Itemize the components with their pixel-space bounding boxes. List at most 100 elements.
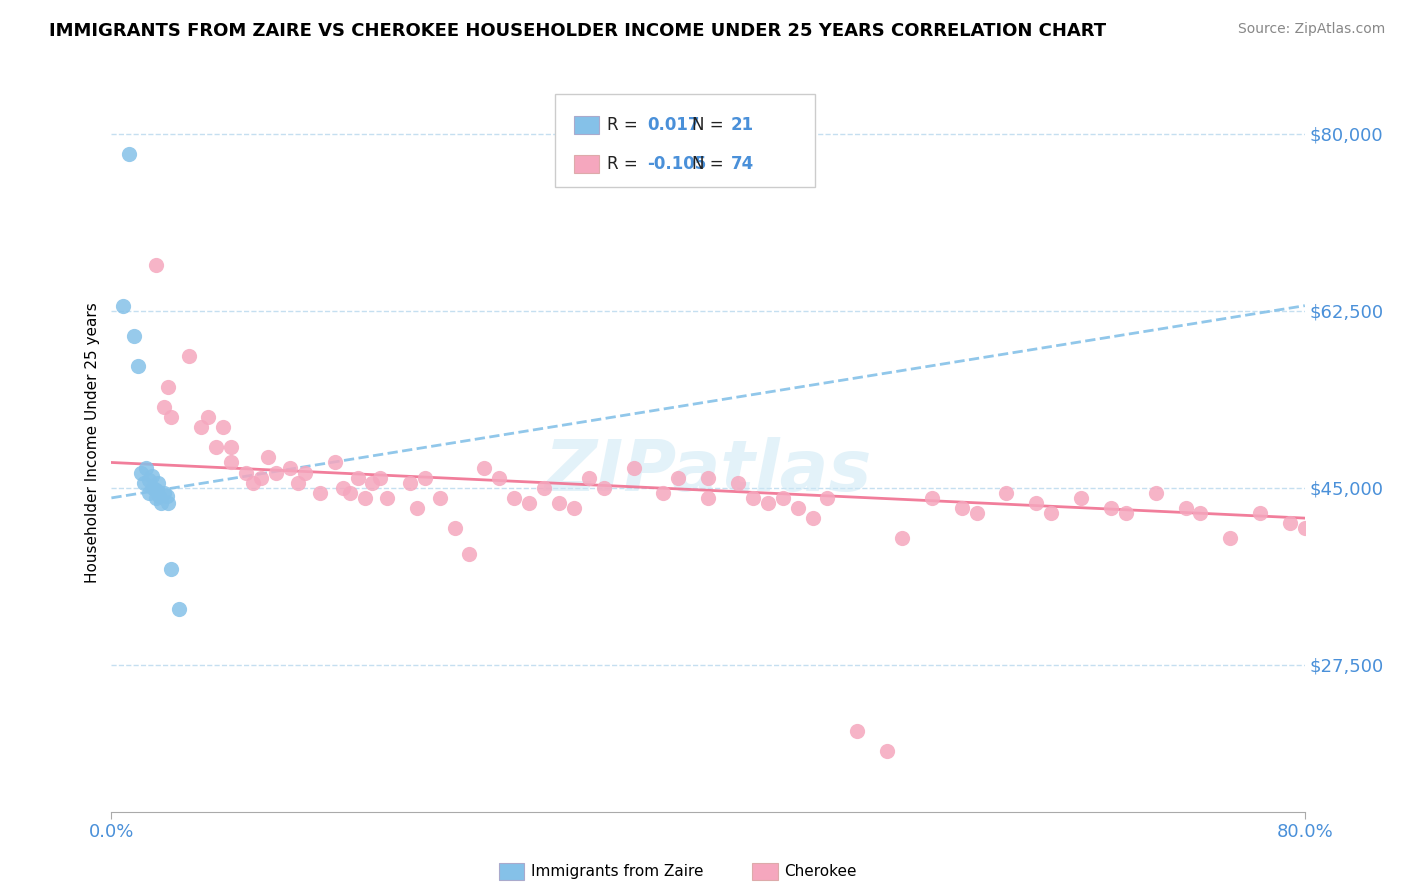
Point: [950, 501, 973, 516]
Text: R =: R =: [607, 116, 644, 134]
Point: [112, 299, 135, 313]
Point: [472, 460, 495, 475]
Point: [1189, 506, 1212, 520]
Point: [127, 359, 149, 374]
Point: [1115, 506, 1137, 520]
Point: [801, 511, 824, 525]
Point: [138, 486, 160, 500]
Text: 74: 74: [731, 155, 755, 173]
Point: [138, 473, 160, 487]
Point: [135, 460, 157, 475]
Point: [190, 420, 212, 434]
Point: [503, 491, 526, 505]
Point: [756, 496, 779, 510]
Point: [398, 475, 420, 490]
Text: 21: 21: [731, 116, 754, 134]
Text: ZIPatlas: ZIPatlas: [544, 437, 872, 507]
Point: [429, 491, 451, 505]
Point: [562, 501, 585, 516]
Point: [157, 496, 180, 510]
Point: [146, 475, 169, 490]
Point: [548, 496, 571, 510]
Point: [177, 349, 200, 363]
Point: [152, 400, 174, 414]
Point: [212, 420, 235, 434]
Point: [145, 258, 167, 272]
Point: [666, 470, 689, 484]
Point: [1099, 501, 1122, 516]
Point: [517, 496, 540, 510]
Point: [219, 455, 242, 469]
Point: [339, 486, 361, 500]
Point: [533, 481, 555, 495]
Point: [157, 379, 180, 393]
Point: [443, 521, 465, 535]
Point: [406, 501, 429, 516]
Point: [264, 466, 287, 480]
Point: [458, 547, 481, 561]
Text: Source: ZipAtlas.com: Source: ZipAtlas.com: [1237, 22, 1385, 37]
Point: [294, 466, 316, 480]
Point: [346, 470, 368, 484]
Point: [377, 491, 399, 505]
Point: [817, 491, 839, 505]
Point: [249, 470, 271, 484]
Point: [876, 744, 898, 758]
Point: [1025, 496, 1047, 510]
Point: [488, 470, 510, 484]
Point: [287, 475, 309, 490]
Point: [592, 481, 614, 495]
Point: [727, 475, 749, 490]
Point: [697, 470, 720, 484]
Point: [1278, 516, 1301, 531]
Point: [1040, 506, 1063, 520]
Point: [145, 491, 167, 505]
Point: [1144, 486, 1167, 500]
Point: [1174, 501, 1197, 516]
Point: [155, 489, 177, 503]
Point: [578, 470, 600, 484]
Point: [118, 147, 141, 161]
Point: [786, 501, 808, 516]
Point: [122, 329, 145, 343]
Point: [129, 466, 152, 480]
Point: [652, 486, 675, 500]
Point: [141, 468, 163, 483]
Point: [309, 486, 332, 500]
Point: [160, 562, 183, 576]
Text: Immigrants from Zaire: Immigrants from Zaire: [531, 864, 704, 879]
Point: [219, 440, 242, 454]
Text: N =: N =: [692, 116, 728, 134]
Point: [921, 491, 943, 505]
Text: Cherokee: Cherokee: [785, 864, 858, 879]
Text: -0.105: -0.105: [647, 155, 706, 173]
Point: [242, 475, 264, 490]
Point: [332, 481, 354, 495]
Point: [361, 475, 384, 490]
Point: [995, 486, 1018, 500]
Point: [1070, 491, 1092, 505]
Point: [697, 491, 720, 505]
Point: [323, 455, 346, 469]
Point: [413, 470, 436, 484]
Point: [623, 460, 645, 475]
Point: [205, 440, 228, 454]
Point: [846, 723, 869, 738]
Point: [149, 496, 172, 510]
Text: R =: R =: [607, 155, 644, 173]
Point: [368, 470, 391, 484]
Point: [354, 491, 377, 505]
Point: [167, 602, 190, 616]
Point: [152, 486, 174, 500]
Point: [1294, 521, 1316, 535]
Point: [966, 506, 988, 520]
Point: [235, 466, 257, 480]
Point: [257, 450, 280, 465]
Point: [891, 532, 914, 546]
Point: [148, 489, 170, 503]
Point: [160, 409, 183, 424]
Point: [197, 409, 219, 424]
Point: [1219, 532, 1241, 546]
Point: [772, 491, 794, 505]
Point: [142, 481, 165, 495]
